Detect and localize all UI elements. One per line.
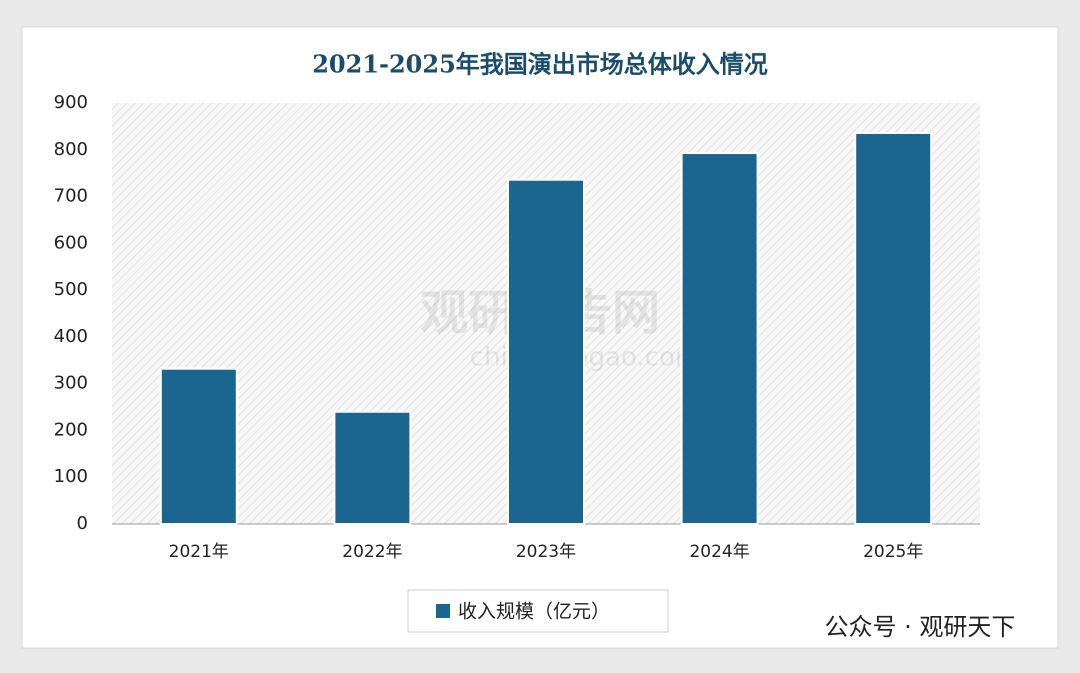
bar: [680, 152, 759, 525]
bar: [854, 131, 933, 525]
legend: [407, 589, 669, 633]
x-tick-label: 2021年: [169, 542, 229, 562]
y-tick-label: 300: [54, 373, 88, 394]
x-tick-label: 2022年: [342, 542, 402, 562]
y-tick-label: 400: [54, 326, 88, 347]
legend-marker: [436, 604, 450, 618]
y-tick-label: 100: [54, 466, 88, 487]
legend-label: 收入规模（亿元）: [458, 601, 610, 623]
y-tick-label: 800: [54, 139, 88, 160]
x-tick-label: 2025年: [863, 542, 923, 562]
chart-title: 2021-2025年我国演出市场总体收入情况: [312, 50, 768, 79]
y-tick-label: 700: [54, 186, 88, 207]
x-tick-label: 2023年: [516, 542, 576, 562]
bar: [507, 178, 585, 526]
y-tick-label: 900: [54, 92, 88, 113]
bar: [159, 367, 238, 525]
x-tick-label: 2024年: [689, 542, 749, 562]
footer: 公众号 · 观研天下: [825, 613, 1016, 641]
y-tick-label: 500: [54, 279, 88, 300]
y-tick-label: 200: [54, 419, 88, 440]
y-tick-label: 0: [77, 513, 88, 534]
bar: [333, 410, 412, 526]
y-tick-label: 600: [54, 232, 88, 253]
